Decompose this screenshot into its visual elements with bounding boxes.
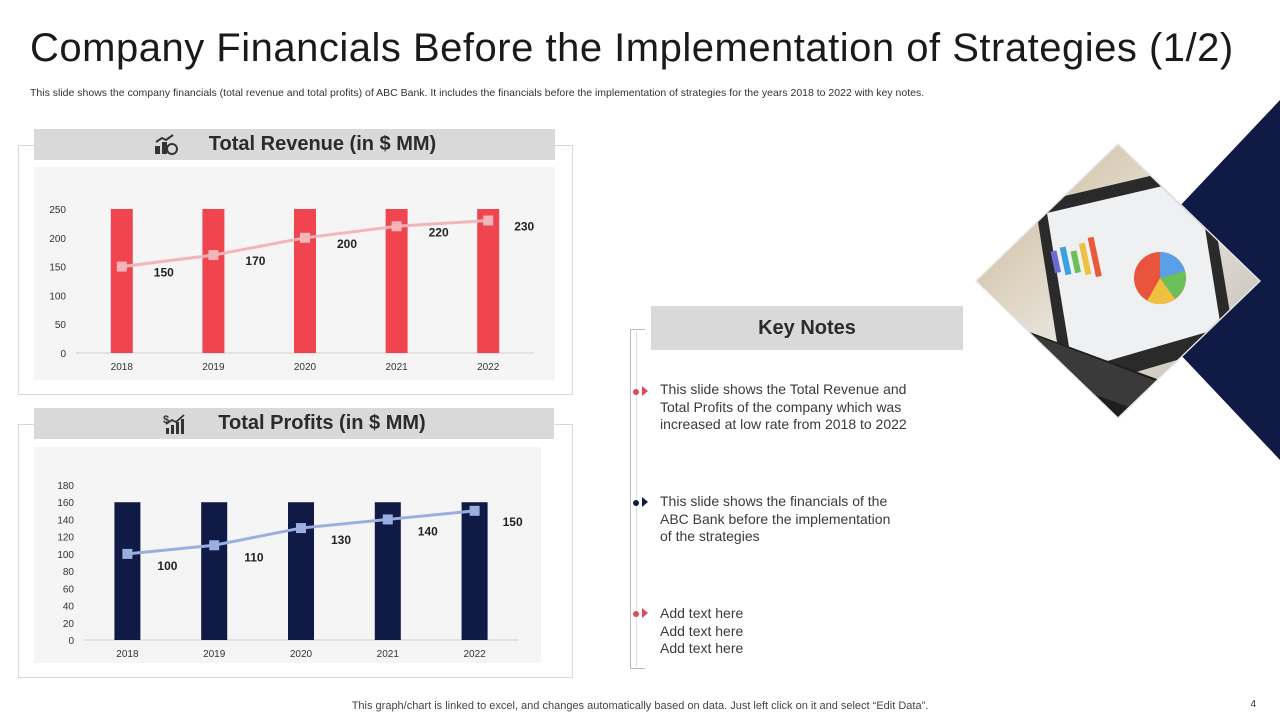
y-tick-label: 0 <box>60 349 66 360</box>
note-bullet-1 <box>632 384 650 396</box>
bar <box>462 502 488 640</box>
x-tick-label: 2019 <box>202 362 225 373</box>
y-tick-label: 20 <box>63 619 75 630</box>
page-number: 4 <box>1250 699 1256 710</box>
revenue-icon <box>153 134 179 156</box>
bar <box>202 209 224 353</box>
x-tick-label: 2020 <box>290 649 313 660</box>
page-title: Company Financials Before the Implementa… <box>30 26 1234 71</box>
data-label: 150 <box>503 515 523 529</box>
bar <box>114 502 140 640</box>
y-tick-label: 140 <box>57 515 74 526</box>
x-tick-label: 2018 <box>111 362 134 373</box>
note-1-line-3: increased at low rate from 2018 to 2022 <box>660 416 950 434</box>
data-label: 230 <box>514 220 534 234</box>
x-tick-label: 2022 <box>463 649 486 660</box>
note-3-line-3: Add text here <box>660 640 950 658</box>
note-2-line-3: of the strategies <box>660 528 950 546</box>
y-tick-label: 80 <box>63 567 75 578</box>
x-tick-label: 2022 <box>477 362 500 373</box>
bar <box>111 209 133 353</box>
line-point <box>208 250 218 260</box>
note-2-line-2: ABC Bank before the implementation <box>660 511 950 529</box>
y-tick-label: 50 <box>55 320 67 331</box>
y-tick-label: 100 <box>57 550 74 561</box>
revenue-chart-title: Total Revenue (in $ MM) <box>209 133 436 156</box>
y-tick-label: 150 <box>49 263 66 274</box>
y-tick-label: 40 <box>63 602 75 613</box>
profits-icon: $ <box>162 413 188 435</box>
footer-note: This graph/chart is linked to excel, and… <box>0 700 1280 712</box>
note-1: This slide shows the Total Revenue and T… <box>660 381 950 434</box>
revenue-chart: 0 50 100 150 200 250 2018 2019 2020 2021 2022 150 17… <box>34 167 555 380</box>
y-tick-label: 250 <box>49 205 66 216</box>
line-point <box>483 216 493 226</box>
svg-text:$: $ <box>163 414 169 426</box>
data-label: 100 <box>157 559 177 573</box>
bar <box>294 209 316 353</box>
y-tick-label: 120 <box>57 533 74 544</box>
x-tick-label: 2019 <box>203 649 226 660</box>
note-bullet-3 <box>632 606 650 618</box>
x-tick-label: 2020 <box>294 362 317 373</box>
note-2: This slide shows the financials of the A… <box>660 493 950 546</box>
bar <box>201 502 227 640</box>
profits-chart-title: Total Profits (in $ MM) <box>218 412 425 435</box>
y-tick-label: 60 <box>63 584 75 595</box>
x-tick-label: 2021 <box>377 649 400 660</box>
data-label: 110 <box>244 550 264 564</box>
y-tick-label: 180 <box>57 481 74 492</box>
line-point <box>122 549 132 559</box>
data-label: 170 <box>245 254 265 268</box>
line-point <box>209 540 219 550</box>
revenue-panel-header: Total Revenue (in $ MM) <box>34 129 555 160</box>
x-tick-label: 2021 <box>385 362 408 373</box>
profits-chart-area: 0 20 40 60 80 100 120 140 160 180 2018 2019 2020 2021… <box>34 447 541 663</box>
line-point <box>392 221 402 231</box>
line-point <box>383 514 393 524</box>
y-tick-label: 0 <box>68 636 74 647</box>
data-label: 220 <box>429 225 449 239</box>
bar <box>288 502 314 640</box>
line-point <box>296 523 306 533</box>
laptop-image <box>975 143 1261 419</box>
profits-panel-header: $ Total Profits (in $ MM) <box>34 408 554 439</box>
y-tick-label: 160 <box>57 498 74 509</box>
data-label: 150 <box>154 266 174 280</box>
revenue-chart-area: 0 50 100 150 200 250 2018 2019 2020 2021 2022 150 17… <box>34 167 555 380</box>
note-3: Add text here Add text here Add text her… <box>660 605 950 658</box>
note-3-line-1: Add text here <box>660 605 950 623</box>
data-label: 130 <box>331 533 351 547</box>
note-1-line-1: This slide shows the Total Revenue and <box>660 381 950 399</box>
note-1-line-2: Total Profits of the company which was <box>660 399 950 417</box>
page-subtitle: This slide shows the company financials … <box>30 87 924 99</box>
line-point <box>117 262 127 272</box>
bar <box>477 209 499 353</box>
data-label: 200 <box>337 237 357 251</box>
line-point <box>470 506 480 516</box>
y-tick-label: 100 <box>49 291 66 302</box>
line-point <box>300 233 310 243</box>
note-2-line-1: This slide shows the financials of the <box>660 493 950 511</box>
profits-chart: 0 20 40 60 80 100 120 140 160 180 2018 2019 2020 2021… <box>34 447 541 663</box>
x-tick-label: 2018 <box>116 649 139 660</box>
data-label: 140 <box>418 524 438 538</box>
key-notes-header: Key Notes <box>651 306 963 350</box>
y-tick-label: 200 <box>49 234 66 245</box>
note-3-line-2: Add text here <box>660 623 950 641</box>
note-bullet-2 <box>632 495 650 507</box>
